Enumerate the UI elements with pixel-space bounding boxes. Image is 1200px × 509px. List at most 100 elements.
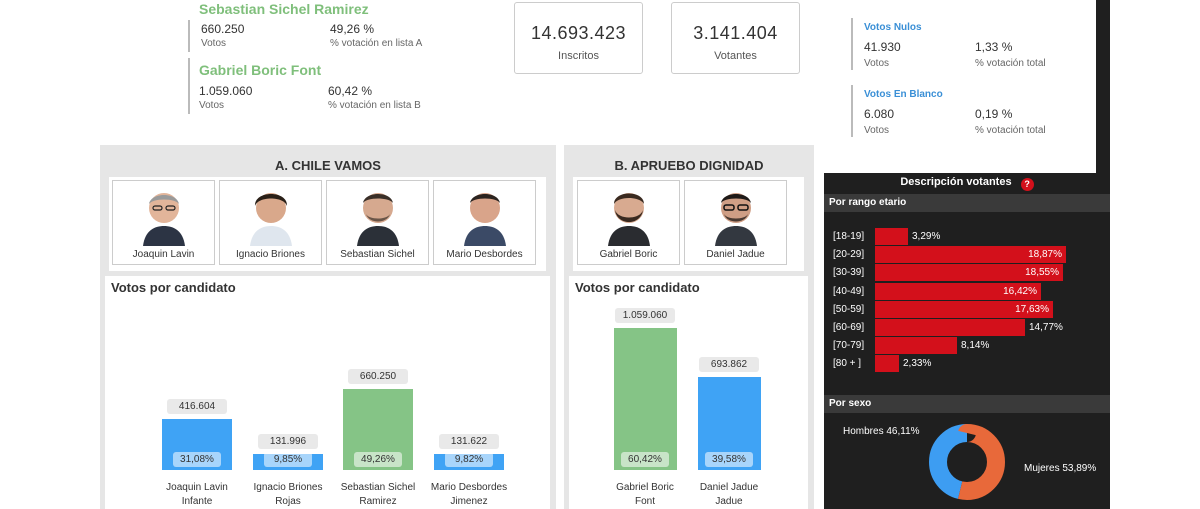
nulos-title: Votos Nulos — [864, 22, 922, 33]
candidate-photo-icon — [715, 193, 757, 246]
list-b-title: B. APRUEBO DIGNIDAD — [614, 158, 764, 173]
age-group-label: [30-39] — [833, 267, 865, 279]
winner-b-votes: 1.059.060 — [199, 84, 253, 98]
age-group-pct: 8,14% — [961, 340, 990, 352]
age-section-header: Por rango etario — [824, 194, 1110, 212]
candidate-name: Daniel Jadue — [706, 249, 765, 260]
list-a-title: A. CHILE VAMOS — [275, 158, 381, 173]
blanco-pct: 0,19 % — [975, 107, 1013, 121]
age-group-bar[interactable] — [875, 282, 1041, 300]
candidate-card-sichel[interactable]: Sebastian Sichel — [326, 180, 429, 265]
question-circle-icon[interactable]: ? — [1020, 178, 1034, 191]
bar-category-label: Daniel Jadue Jadue — [699, 482, 759, 507]
list-a-chart-area — [105, 276, 550, 509]
sex-label-hombres: Hombres 46,11% — [843, 426, 920, 437]
winner-b-name: Gabriel Boric Font — [199, 62, 322, 78]
sex-label-mujeres: Mujeres 53,89% — [1024, 463, 1097, 474]
winner-a-pct-label: % votación en lista A — [330, 38, 423, 49]
age-group-label: [40-49] — [833, 285, 865, 297]
kpi-votantes: 3.141.404 Votantes — [671, 2, 800, 74]
nulos-pct: 1,33 % — [975, 40, 1013, 54]
nulos-votes-label: Votos — [864, 58, 890, 69]
list-b-chart-title: Votos por candidato — [575, 280, 700, 295]
winner-a-name: Sebastian Sichel Ramirez — [199, 1, 369, 17]
candidate-card-lavin[interactable]: Joaquin Lavin — [112, 180, 215, 265]
winner-a-votes-label: Votos — [201, 38, 227, 49]
age-group-pct: 18,55% — [1025, 267, 1059, 279]
candidate-card-jadue[interactable]: Daniel Jadue — [684, 180, 787, 265]
kpi-inscritos: 14.693.423 Inscritos — [514, 2, 643, 74]
age-group-bar[interactable] — [875, 246, 1066, 264]
candidate-name: Sebastian Sichel — [340, 249, 415, 260]
age-group-bar[interactable] — [875, 319, 1025, 336]
candidate-card-boric[interactable]: Gabriel Boric — [577, 180, 680, 265]
age-group-pct: 3,29% — [912, 231, 941, 242]
bar-pct-label: 60,42% — [621, 452, 669, 467]
nulos-votes: 41.930 — [864, 40, 901, 54]
voters-title-row: Descripción votantes ? — [824, 176, 1110, 191]
age-group-bar[interactable] — [875, 337, 957, 355]
bar-category-label: Ignacio Briones Rojas — [253, 482, 323, 507]
age-group-bar[interactable] — [875, 300, 1053, 318]
nulos-pct-label: % votación total — [975, 58, 1046, 69]
bar-pct-label: 39,58% — [705, 452, 753, 467]
list-b-bar-chart: 1.059.060 60,42% Gabriel Boric Font 693.862 3… — [569, 300, 808, 509]
bar-category-label: Sebastian Sichel Ramirez — [340, 482, 416, 507]
age-group-label: [50-59] — [833, 303, 865, 315]
winner-a-pct: 49,26 % — [330, 22, 375, 36]
kpi-votantes-label: Votantes — [714, 50, 757, 62]
donut-slice-mujeres[interactable] — [929, 424, 1005, 500]
candidate-photo-icon — [250, 193, 292, 246]
list-a-bar-chart: 416.604 31,08% Joaquin Lavin Infante 131.996… — [105, 300, 550, 509]
candidate-photo-icon — [608, 193, 650, 246]
bar-value-label: 660.250 — [348, 369, 408, 384]
sex-section-header: Por sexo — [824, 395, 1110, 413]
age-group-pct: 16,42% — [1003, 285, 1037, 297]
blanco-pct-label: % votación total — [975, 125, 1046, 136]
age-group-bar[interactable] — [875, 355, 899, 373]
age-group-pct: 17,63% — [1015, 303, 1049, 315]
sex-donut-chart — [929, 424, 1005, 500]
age-group-bar[interactable] — [875, 228, 908, 245]
winner-b-pct-label: % votación en lista B — [328, 100, 421, 111]
age-group-label: [80 + ] — [833, 358, 862, 370]
kpi-inscritos-value: 14.693.423 — [530, 23, 627, 43]
age-group-label: [20-29] — [833, 249, 865, 261]
bar-category-label: Gabriel Boric Font — [616, 482, 674, 507]
voters-panel: Descripción votantes ? Por rango etario … — [824, 173, 1110, 509]
candidate-photo-icon — [464, 193, 506, 246]
bar-pct-label: 31,08% — [173, 452, 221, 467]
blanco-divider — [851, 85, 853, 137]
blanco-votes: 6.080 — [864, 107, 895, 121]
candidate-photo-icon — [357, 193, 399, 246]
candidate-vote-bar[interactable] — [613, 328, 677, 470]
side-stats-panel: Votos Nulos 41.930 Votos 1,33 % % votaci… — [824, 0, 1096, 173]
winner-b-divider — [188, 58, 190, 114]
nulos-divider — [851, 18, 853, 70]
bar-value-label: 131.996 — [258, 434, 318, 449]
bar-pct-label: 9,82% — [445, 452, 493, 467]
voters-title: Descripción votantes — [900, 176, 1012, 188]
winner-a-votes: 660.250 — [201, 22, 245, 36]
bar-category-label: Mario Desbordes Jimenez — [430, 482, 508, 507]
age-group-label: [18-19] — [833, 231, 865, 242]
bar-value-label: 416.604 — [167, 399, 227, 414]
kpi-votantes-value: 3.141.404 — [693, 23, 778, 43]
list-a-chart-title: Votos por candidato — [111, 280, 236, 295]
age-group-label: [70-79] — [833, 340, 865, 352]
kpi-inscritos-label: Inscritos — [558, 50, 599, 62]
bar-value-label: 131.622 — [439, 434, 499, 449]
winner-b-pct: 60,42 % — [328, 84, 373, 98]
candidate-card-briones[interactable]: Ignacio Briones — [219, 180, 322, 265]
winner-b-votes-label: Votos — [199, 100, 225, 111]
blanco-title: Votos En Blanco — [864, 89, 943, 100]
candidate-name: Gabriel Boric — [599, 249, 658, 260]
age-group-pct: 2,33% — [903, 358, 932, 370]
candidate-name: Ignacio Briones — [236, 249, 305, 260]
age-group-label: [60-69] — [833, 322, 865, 333]
candidate-card-desbordes[interactable]: Mario Desbordes — [433, 180, 536, 265]
bar-category-label: Joaquin Lavin Infante — [166, 482, 228, 507]
candidate-name: Joaquin Lavin — [132, 249, 195, 260]
age-group-bar[interactable] — [875, 264, 1063, 282]
